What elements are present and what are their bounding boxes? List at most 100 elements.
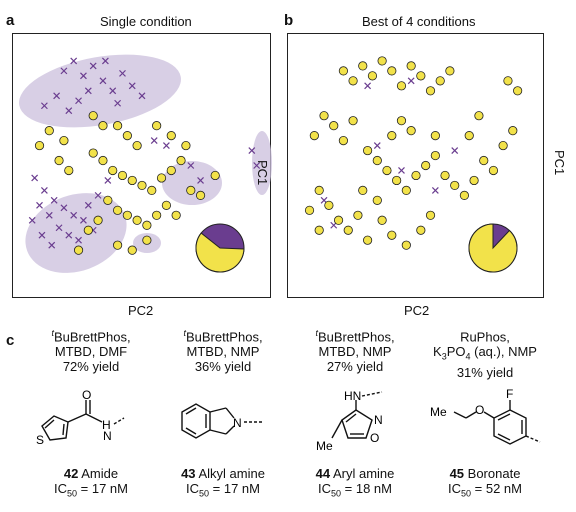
scatter-point-cross	[60, 204, 68, 212]
scatter-plot-b	[287, 33, 544, 298]
scatter-point-circle	[309, 131, 319, 141]
scatter-point-cross	[150, 137, 158, 145]
ether-o-label: O	[475, 403, 484, 417]
scatter-point-circle	[324, 200, 334, 210]
scatter-point-cross	[99, 77, 107, 85]
scatter-point-cross	[84, 87, 92, 95]
scatter-point-circle	[156, 173, 167, 183]
scatter-point-circle	[137, 180, 147, 191]
scatter-point-cross	[28, 216, 36, 224]
conditions-text: MTBD, NMP	[186, 344, 260, 360]
cluster-ellipses-a	[19, 54, 272, 273]
compound-type: Aryl amine	[332, 466, 395, 481]
scatter-point-circle	[117, 170, 128, 181]
scatter-point-circle	[122, 131, 132, 141]
ligand-prefix: t	[51, 328, 54, 338]
scatter-point-circle	[425, 210, 436, 220]
panel-a-ylabel: PC1	[255, 160, 270, 186]
scatter-point-circle	[401, 185, 411, 195]
scatter-point-circle	[142, 220, 152, 230]
scatter-point-circle	[54, 155, 64, 166]
scatter-point-cross	[45, 211, 53, 219]
scatter-point-circle	[348, 76, 358, 86]
scatter-point-circle	[343, 225, 353, 235]
scatter-point-cross	[53, 92, 61, 100]
scatter-point-circle	[372, 195, 382, 205]
scatter-point-circle	[459, 190, 469, 200]
cluster-top-left	[19, 54, 181, 128]
ic50-prefix: IC	[448, 481, 461, 496]
scatter-point-circle	[127, 245, 137, 255]
nitrogen-label: N	[103, 429, 112, 443]
nitrogen-label: N	[233, 416, 242, 430]
compound-type: Alkyl amine	[198, 466, 265, 481]
scatter-point-circle	[416, 71, 426, 81]
compound-44-conditions: tBuBrettPhos, MTBD, NMP 27% yield	[290, 326, 420, 374]
scatter-point-circle	[396, 116, 407, 126]
scatter-point-circle	[88, 148, 98, 158]
scatter-point-cross	[187, 162, 195, 169]
scatter-point-circle	[435, 76, 445, 86]
scatter-point-cross	[55, 224, 63, 232]
scatter-point-cross	[101, 57, 109, 65]
compound-42-label: 42 Amide IC50 = 17 nM	[26, 466, 156, 502]
scatter-point-cross	[114, 99, 122, 107]
pie-chart-b	[468, 223, 518, 273]
yield-text: 27% yield	[326, 359, 384, 375]
scatter-point-circle	[98, 155, 108, 166]
scatter-point-cross	[84, 201, 92, 209]
scatter-point-circle	[113, 205, 123, 215]
scatter-point-circle	[132, 140, 142, 151]
scatter-point-circle	[171, 210, 181, 220]
ic50-prefix: IC	[54, 481, 67, 496]
scatter-point-circle	[503, 76, 513, 86]
scatter-point-circle	[406, 126, 416, 136]
ic50-value: = 17 nM	[212, 481, 260, 496]
panel-a-xlabel: PC2	[128, 303, 154, 318]
scatter-point-circle	[108, 165, 118, 176]
scatter-point-cross	[197, 177, 204, 184]
ic50-value: = 17 nM	[80, 481, 128, 496]
scatter-point-circle	[333, 215, 344, 225]
scatter-point-cross	[128, 82, 136, 90]
scatter-point-circle	[425, 86, 436, 96]
scatter-point-circle	[469, 175, 479, 186]
ligand-name: RuPhos,	[460, 329, 510, 345]
thiophene-amide-icon: O H N S	[36, 390, 125, 447]
scatter-point-cross	[431, 186, 439, 194]
scatter-point-cross	[70, 211, 78, 219]
nitrogen-h-label: H	[102, 418, 111, 432]
scatter-point-cross	[109, 87, 117, 95]
scatter-point-circle	[127, 175, 137, 186]
oxygen-label: O	[82, 390, 91, 402]
pie-slice-hit	[195, 232, 245, 273]
scatter-point-circle	[363, 235, 373, 245]
yield-text: 31% yield	[456, 364, 514, 380]
ligand-prefix: t	[315, 328, 318, 338]
ic50-sub: 50	[67, 488, 78, 499]
ic50-sub: 50	[461, 488, 472, 499]
scatter-point-circle	[353, 210, 363, 220]
scatter-point-cross	[407, 77, 415, 85]
isoindoline-icon: N	[181, 403, 264, 439]
scatter-point-circle	[430, 150, 440, 161]
scatter-point-circle	[83, 225, 93, 235]
methyl-label: Me	[430, 405, 447, 419]
compound-42-conditions: tBuBrettPhos, MTBD, DMF 72% yield	[26, 326, 156, 374]
isoxazole-amine-icon: HN Me O N	[316, 389, 383, 453]
scatter-point-cross	[65, 107, 73, 115]
yield-text: 72% yield	[62, 359, 120, 375]
ligand-prefix: t	[183, 328, 186, 338]
scatter-point-circle	[406, 61, 416, 71]
scatter-point-circle	[421, 160, 431, 171]
scatter-point-cross	[248, 147, 256, 154]
scatter-point-circle	[440, 170, 450, 181]
scatter-point-cross	[94, 191, 102, 199]
sulfur-label: S	[36, 433, 44, 447]
scatter-point-cross	[80, 216, 87, 224]
ic50-prefix: IC	[186, 481, 199, 496]
isoxazole-o-label: O	[370, 431, 379, 445]
panel-c-letter: c	[6, 332, 15, 349]
cluster-right	[252, 131, 272, 195]
scatter-point-circle	[377, 215, 387, 225]
